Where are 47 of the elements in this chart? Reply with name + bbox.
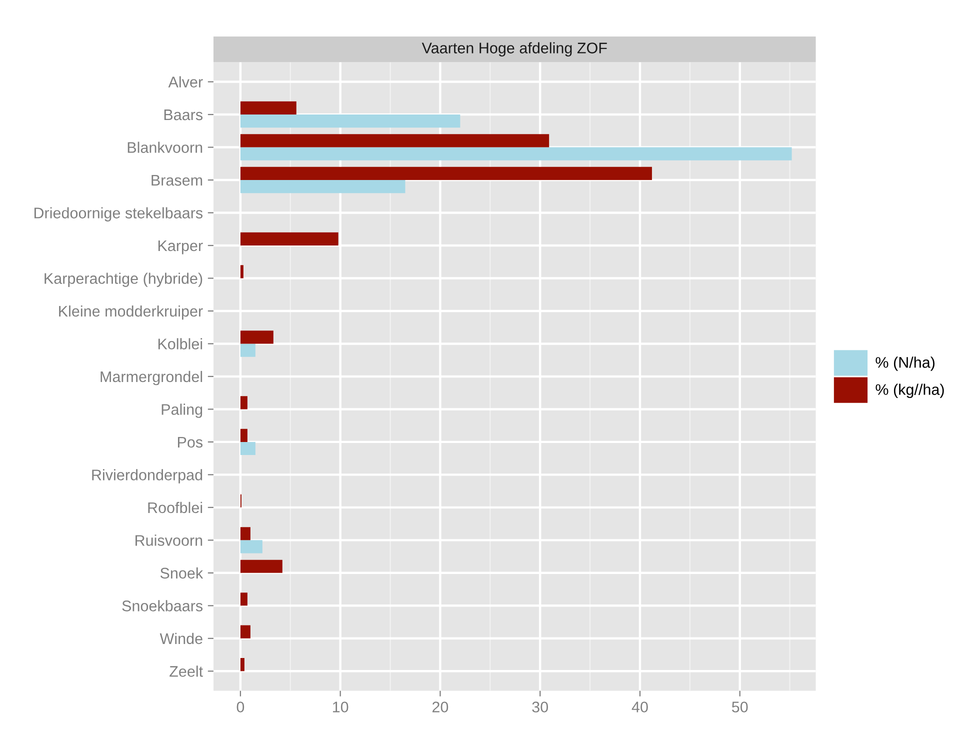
bar: [240, 540, 262, 554]
y-tick-label: Marmergrondel: [100, 370, 202, 386]
x-tick-label: 10: [332, 702, 348, 712]
y-tick-label: Ruisvoorn: [136, 534, 202, 546]
bar: [240, 442, 256, 456]
y-tick-label: Blankvoorn: [128, 142, 202, 153]
bar: [240, 147, 792, 160]
bar: [240, 344, 256, 357]
y-tick-label: Paling: [162, 404, 202, 418]
bar: [240, 625, 250, 638]
bar: [240, 232, 338, 246]
x-tick-label: 0: [236, 702, 244, 712]
x-tick-label: 20: [432, 702, 448, 712]
bar: [240, 166, 652, 180]
bar: [240, 560, 282, 573]
y-tick-label: Winde: [160, 632, 202, 644]
bar: [240, 396, 248, 410]
x-tick-label: 40: [632, 702, 648, 712]
bar: [240, 134, 550, 148]
bar: [240, 180, 406, 194]
y-tick-label: Baars: [164, 110, 203, 120]
bar: [240, 114, 460, 128]
y-tick-label: Snoekbaars: [122, 600, 203, 612]
x-tick-label: 30: [532, 702, 548, 712]
y-tick-label: Pos: [178, 436, 203, 448]
legend-label: % (N/ha): [876, 356, 934, 371]
y-tick-label: Rivierdonderpad: [92, 469, 202, 484]
x-tick-label: 50: [732, 702, 748, 712]
bar: [240, 330, 274, 344]
legend-label: % (kg//ha): [876, 384, 944, 398]
bar: [240, 101, 296, 115]
y-tick-label: Karper: [158, 240, 203, 254]
bar: [240, 658, 244, 672]
y-tick-label: Roofblei: [148, 502, 202, 514]
bar: [240, 265, 244, 278]
bar: [240, 527, 250, 540]
y-tick-label: Brasem: [152, 175, 202, 186]
y-tick-label: Kolblei: [158, 338, 202, 350]
y-tick-label: Alver: [168, 76, 203, 88]
y-tick-label: Karperachtige (hybride): [44, 272, 202, 287]
chart-title: Vaarten Hoge afdeling ZOF: [422, 42, 607, 56]
y-tick-label: Snoek: [160, 567, 204, 579]
y-tick-label: Kleine modderkruiper: [59, 305, 203, 320]
bar: [240, 428, 248, 442]
y-tick-label: Driedoornige stekelbaars: [34, 207, 203, 222]
y-tick-label: Zeelt: [170, 666, 203, 677]
bar: [240, 592, 248, 606]
